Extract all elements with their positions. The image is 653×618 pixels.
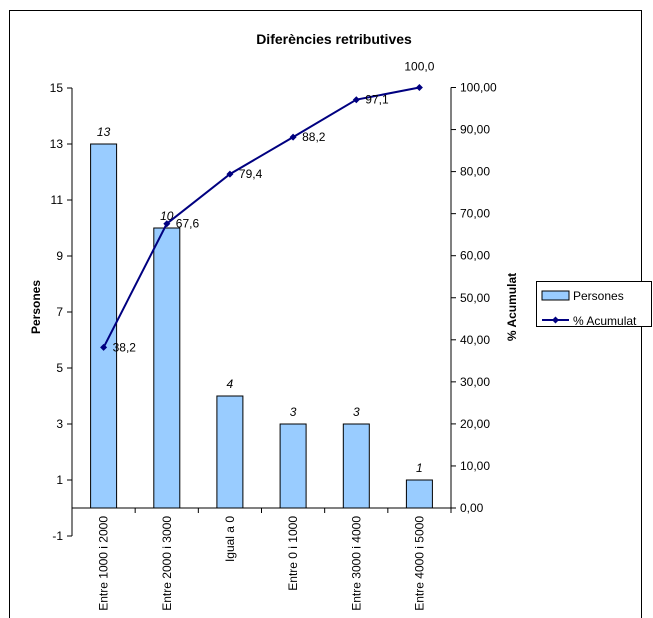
- x-tick-label: Igual a 0: [223, 516, 237, 562]
- line-data-label: 88,2: [302, 130, 326, 144]
- legend-bar-swatch: [541, 290, 570, 301]
- line-marker: [100, 343, 108, 351]
- bar-data-label: 10: [160, 209, 174, 223]
- y2-tick-label: 100,00: [460, 81, 497, 95]
- y-tick-label: 15: [50, 81, 64, 95]
- line-data-label: 79,4: [239, 167, 263, 181]
- x-tick-label: Entre 1000 i 2000: [97, 516, 111, 611]
- line-data-label: 67,6: [176, 217, 200, 231]
- chart-title: Diferències retributives: [256, 31, 412, 47]
- y2-axis-title: % Acumulat: [505, 273, 519, 341]
- line-marker: [289, 133, 297, 141]
- bar: [216, 395, 244, 509]
- y-tick-label: 1: [56, 473, 63, 487]
- legend-label-persones: Persones: [573, 289, 624, 303]
- bar: [153, 227, 181, 509]
- x-tick-label: Entre 4000 i 5000: [412, 516, 426, 611]
- line-path: [102, 86, 420, 348]
- legend: Persones % Acumulat: [536, 281, 652, 328]
- y2-tick-label: 50,00: [460, 291, 490, 305]
- bar-data-label: 1: [416, 461, 423, 475]
- line-marker: [163, 220, 171, 228]
- bar: [90, 143, 118, 509]
- y2-tick-label: 60,00: [460, 249, 490, 263]
- y-tick-label: 3: [56, 417, 63, 431]
- y-tick-label: 7: [56, 305, 63, 319]
- x-tick-label: Entre 2000 i 3000: [160, 516, 174, 611]
- y-axis-title: Persones: [29, 280, 43, 334]
- line-series: [100, 84, 423, 351]
- y2-tick-label: 80,00: [460, 165, 490, 179]
- y2-tick-label: 30,00: [460, 375, 490, 389]
- bar: [405, 479, 433, 509]
- y2-tick-label: 70,00: [460, 207, 490, 221]
- bar-data-labels: 13 10 4 3 3 1: [97, 125, 423, 475]
- line-data-labels: 38,2 67,6 79,4 88,2 97,1 100,0: [113, 60, 435, 355]
- y-tick-label: -1: [52, 529, 63, 543]
- line-marker: [415, 84, 423, 91]
- y2-tick-label: 0,00: [460, 501, 484, 515]
- y-tick-label: 11: [51, 193, 64, 207]
- line-data-label: 38,2: [113, 340, 137, 354]
- bar: [342, 423, 370, 509]
- bar-data-label: 4: [227, 377, 234, 391]
- axes: -1135791113150,0010,0020,0030,0040,0050,…: [50, 81, 497, 611]
- bar-data-label: 3: [290, 405, 297, 419]
- legend-line-marker: [552, 316, 559, 324]
- bar-data-label: 13: [97, 125, 111, 139]
- legend-label-acumulat: % Acumulat: [573, 314, 637, 328]
- y2-tick-label: 10,00: [460, 459, 490, 473]
- y2-tick-label: 90,00: [460, 123, 490, 137]
- line-data-label: 97,1: [365, 93, 389, 107]
- y-tick-label: 5: [56, 361, 63, 375]
- line-marker: [226, 170, 234, 178]
- bar: [279, 423, 307, 509]
- bar-data-label: 3: [353, 405, 360, 419]
- line-marker: [352, 96, 360, 104]
- y-tick-label: 13: [50, 137, 64, 151]
- x-tick-label: Entre 3000 i 4000: [349, 516, 363, 611]
- y2-tick-label: 40,00: [460, 333, 490, 347]
- y-tick-label: 9: [56, 249, 63, 263]
- y2-tick-label: 20,00: [460, 417, 490, 431]
- line-data-label: 100,0: [404, 60, 434, 74]
- x-tick-label: Entre 0 i 1000: [286, 516, 300, 591]
